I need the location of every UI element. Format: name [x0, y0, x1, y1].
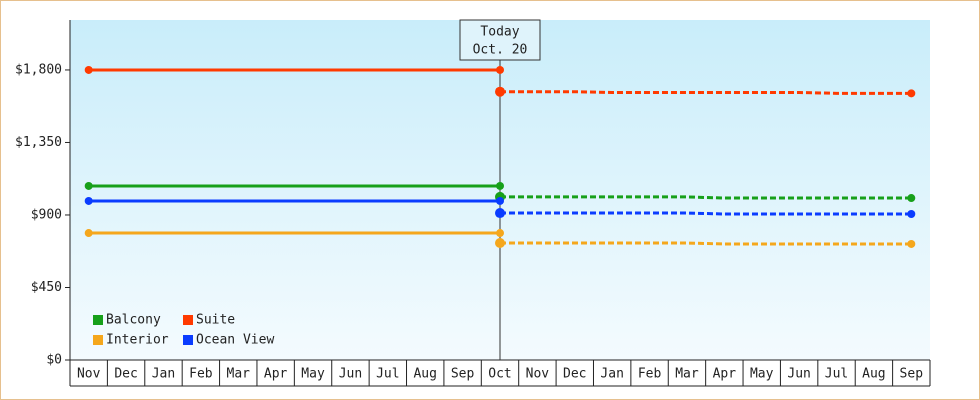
x-tick-label: Apr	[264, 367, 288, 382]
x-tick-label: Feb	[638, 367, 662, 382]
point-marker	[495, 86, 505, 97]
forecast-line	[500, 241, 912, 246]
point-marker	[907, 89, 916, 98]
forecast-line	[500, 195, 912, 200]
x-tick-label: Jul	[825, 367, 848, 382]
point-marker	[84, 65, 93, 74]
legend-swatch	[93, 315, 103, 325]
point-marker	[495, 208, 505, 219]
x-tick-label: Jan	[600, 367, 623, 382]
legend-swatch	[183, 315, 193, 325]
x-tick-label: Nov	[77, 367, 101, 382]
today-box	[459, 19, 541, 61]
legend-label: Suite	[196, 313, 235, 328]
point-marker	[496, 181, 504, 190]
x-tick-label: Dec	[114, 367, 137, 382]
x-tick-label: Aug	[862, 367, 885, 382]
legend-label: Interior	[106, 333, 169, 348]
legend-swatch	[183, 335, 193, 345]
point-marker	[496, 229, 504, 238]
legend-swatch	[93, 335, 103, 345]
x-tick-label: Oct	[488, 367, 511, 382]
today-label: Today	[480, 25, 519, 40]
x-tick-label: Feb	[189, 367, 213, 382]
y-tick-label: $1,800	[15, 62, 62, 77]
legend-label: Ocean View	[196, 333, 274, 348]
x-tick-label: Nov	[526, 367, 550, 382]
y-tick-label: $900	[31, 207, 62, 222]
point-marker	[496, 65, 504, 74]
x-tick-label: Jun	[787, 367, 810, 382]
x-tick-label: Jun	[339, 367, 362, 382]
x-tick-label: May	[750, 367, 774, 382]
y-tick-label: $0	[46, 353, 62, 368]
today-label: Oct. 20	[473, 43, 528, 58]
x-tick-label: Mar	[227, 367, 251, 382]
x-tick-label: Sep	[900, 367, 924, 382]
forecast-line	[500, 90, 912, 95]
point-marker	[907, 194, 916, 203]
x-tick-label: Dec	[563, 367, 586, 382]
x-tick-label: Jan	[152, 367, 175, 382]
point-marker	[84, 181, 93, 190]
x-tick-label: Aug	[413, 367, 436, 382]
point-marker	[495, 238, 505, 249]
x-tick-label: Sep	[451, 367, 475, 382]
x-tick-label: Mar	[675, 367, 699, 382]
point-marker	[907, 239, 916, 248]
point-marker	[907, 210, 916, 219]
forecast-line	[500, 211, 912, 216]
legend-label: Balcony	[106, 313, 161, 328]
x-tick-label: May	[301, 367, 325, 382]
x-tick-label: Apr	[713, 367, 737, 382]
y-tick-label: $1,350	[15, 135, 62, 150]
x-tick-label: Jul	[376, 367, 399, 382]
point-marker	[84, 196, 93, 205]
point-marker	[496, 196, 504, 205]
point-marker	[84, 229, 93, 238]
y-tick-label: $450	[31, 280, 62, 295]
